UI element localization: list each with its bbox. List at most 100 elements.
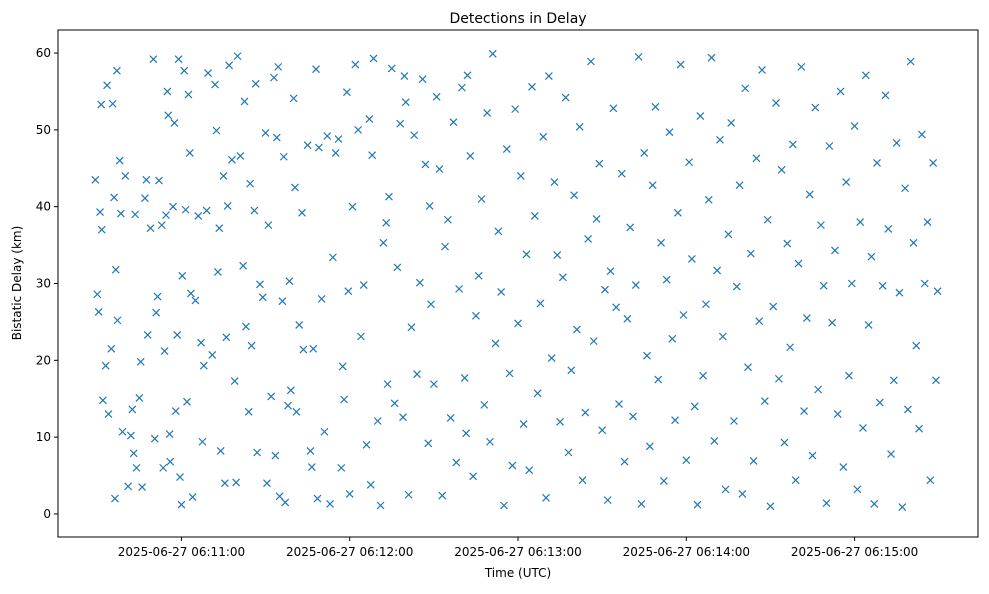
- x-tick-label: 2025-06-27 06:15:00: [791, 545, 918, 559]
- data-point: [856, 218, 865, 226]
- data-point: [188, 493, 197, 501]
- data-point: [724, 230, 733, 239]
- data-point: [169, 202, 177, 211]
- data-point: [643, 351, 651, 360]
- chart-title: Detections in Delay: [449, 11, 586, 27]
- data-point: [247, 341, 256, 350]
- data-point: [368, 151, 377, 160]
- data-point: [91, 175, 100, 184]
- data-point: [413, 370, 421, 379]
- data-point: [281, 498, 290, 507]
- data-point: [112, 66, 121, 75]
- data-point: [292, 407, 301, 416]
- data-point: [794, 259, 803, 268]
- data-point: [732, 282, 741, 291]
- data-point: [441, 242, 449, 251]
- data-point: [338, 362, 347, 371]
- data-point: [176, 473, 184, 482]
- data-point: [222, 333, 231, 342]
- data-point: [696, 112, 705, 120]
- data-point: [758, 66, 766, 74]
- data-point: [94, 307, 103, 316]
- data-point: [842, 178, 851, 187]
- data-point: [227, 155, 236, 164]
- data-point: [159, 463, 168, 472]
- data-point: [393, 263, 402, 272]
- data-point: [194, 211, 203, 220]
- data-point: [828, 318, 837, 327]
- data-point: [197, 338, 205, 347]
- data-point: [735, 181, 744, 190]
- data-point: [926, 476, 935, 485]
- data-point: [788, 140, 797, 149]
- data-point: [845, 371, 853, 380]
- data-point: [850, 122, 859, 130]
- data-point: [236, 152, 245, 160]
- data-point: [561, 93, 570, 102]
- data-point: [191, 296, 200, 305]
- data-point: [230, 377, 239, 385]
- data-point: [836, 87, 845, 96]
- data-point: [783, 239, 792, 248]
- data-point: [662, 275, 671, 284]
- y-axis-label: Bistatic Delay (km): [10, 226, 24, 341]
- data-point: [460, 374, 469, 382]
- data-point: [486, 437, 494, 446]
- data-point: [704, 195, 713, 204]
- data-point: [309, 344, 318, 353]
- data-point: [274, 62, 283, 71]
- data-point: [536, 299, 545, 308]
- data-point: [362, 440, 371, 449]
- data-point: [564, 448, 573, 457]
- data-point: [387, 64, 396, 73]
- data-point: [721, 485, 730, 494]
- data-point: [469, 472, 478, 481]
- data-point: [435, 165, 444, 173]
- data-point: [351, 60, 360, 69]
- data-point: [233, 52, 242, 61]
- data-point: [822, 499, 831, 508]
- data-point: [111, 494, 119, 503]
- x-tick-label: 2025-06-27 06:12:00: [286, 545, 413, 559]
- data-point: [578, 476, 587, 485]
- data-point: [654, 375, 663, 384]
- data-point: [589, 337, 598, 346]
- x-axis-label: Time (UTC): [484, 566, 551, 580]
- data-point: [97, 100, 106, 109]
- data-point: [298, 208, 306, 217]
- data-point: [462, 429, 471, 438]
- data-point: [331, 148, 340, 157]
- data-point: [124, 482, 133, 491]
- data-point: [648, 181, 657, 190]
- data-point: [749, 457, 758, 465]
- data-point: [791, 476, 800, 485]
- data-point: [466, 152, 475, 160]
- y-tick-label: 0: [43, 507, 51, 521]
- data-point: [530, 211, 539, 220]
- data-point: [875, 398, 884, 407]
- x-tick-label: 2025-06-27 06:14:00: [623, 545, 750, 559]
- data-point: [685, 158, 694, 167]
- data-point: [682, 456, 691, 465]
- data-point: [150, 434, 159, 443]
- data-point: [623, 314, 632, 323]
- data-point: [401, 98, 410, 107]
- data-point: [702, 300, 710, 309]
- data-point: [738, 490, 747, 498]
- data-point: [547, 354, 556, 362]
- data-point: [505, 369, 514, 378]
- data-point: [457, 83, 466, 92]
- data-point: [932, 376, 940, 385]
- data-point: [615, 400, 623, 409]
- data-point: [603, 496, 612, 505]
- data-point: [892, 138, 901, 147]
- data-point: [97, 225, 106, 234]
- data-point: [533, 389, 542, 398]
- data-point: [342, 88, 351, 97]
- x-tick-label: 2025-06-27 06:13:00: [454, 545, 581, 559]
- data-point: [901, 184, 909, 193]
- data-point: [710, 437, 719, 445]
- data-point: [142, 175, 151, 184]
- data-point: [155, 176, 163, 185]
